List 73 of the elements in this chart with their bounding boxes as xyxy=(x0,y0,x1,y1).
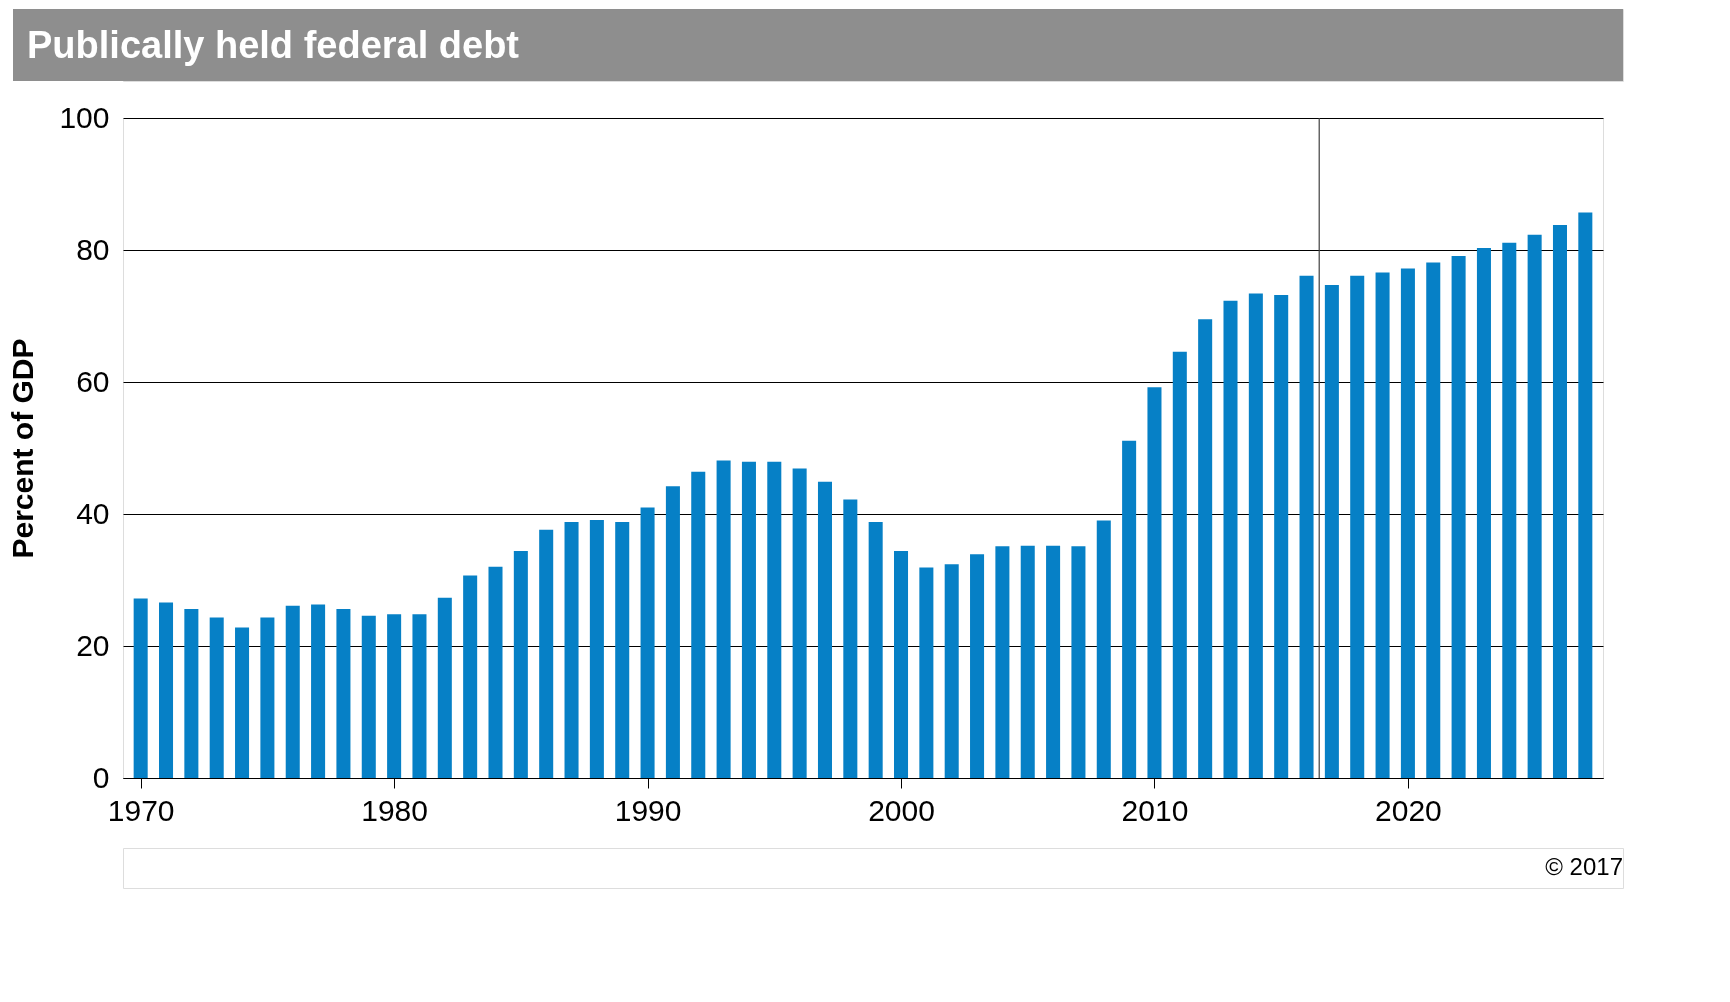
bar xyxy=(1451,255,1466,778)
bar xyxy=(767,461,782,778)
bar xyxy=(640,507,655,778)
bar xyxy=(970,554,985,778)
y-tick-label: 0 xyxy=(92,760,110,794)
bar xyxy=(691,471,706,778)
x-tick-label: 2020 xyxy=(1375,793,1442,827)
bar xyxy=(260,617,275,778)
bar xyxy=(1375,272,1390,778)
bar xyxy=(894,550,909,778)
bar xyxy=(513,550,528,778)
bar xyxy=(1147,387,1162,778)
x-tick-label: 2000 xyxy=(868,793,935,827)
bar xyxy=(1020,545,1035,778)
bar xyxy=(868,521,883,778)
bar xyxy=(919,567,934,778)
bar xyxy=(615,521,630,778)
y-tick-label: 100 xyxy=(59,100,110,134)
bar xyxy=(817,481,832,778)
bar xyxy=(1552,224,1567,778)
y-tick-label: 40 xyxy=(76,496,110,530)
bar xyxy=(412,614,427,778)
y-axis-title: Percent of GDP xyxy=(6,338,40,559)
bar xyxy=(336,609,351,778)
bar xyxy=(1578,212,1593,778)
bar xyxy=(589,519,604,778)
bar xyxy=(1198,319,1213,778)
bar xyxy=(1502,242,1517,778)
bar xyxy=(1122,440,1137,778)
bar xyxy=(716,460,731,778)
y-tick-label: 60 xyxy=(76,364,110,398)
bar xyxy=(843,499,858,778)
text: © 2017 xyxy=(1545,853,1623,880)
bar xyxy=(1096,520,1111,778)
y-tick-label: 80 xyxy=(76,232,110,266)
bar xyxy=(159,602,174,778)
bar xyxy=(944,564,959,778)
bar xyxy=(209,617,224,778)
y-tick-label: 20 xyxy=(76,628,110,662)
bar xyxy=(564,521,579,778)
bar xyxy=(285,605,300,778)
bar xyxy=(1046,545,1061,778)
bar xyxy=(1350,275,1365,778)
bar xyxy=(1299,275,1314,778)
bar xyxy=(1223,300,1238,778)
bar xyxy=(1426,262,1441,778)
bar xyxy=(235,627,250,778)
bar xyxy=(1400,268,1415,778)
bar xyxy=(361,615,376,778)
bar xyxy=(311,604,326,778)
chart-title: Publically held federal debt xyxy=(27,24,520,66)
bar xyxy=(1071,546,1086,778)
x-tick-label: 1970 xyxy=(107,793,175,827)
bar xyxy=(437,597,452,778)
bar xyxy=(741,461,756,778)
bar xyxy=(184,609,199,778)
x-tick-label: 2010 xyxy=(1121,793,1189,827)
bar xyxy=(463,575,478,778)
bar xyxy=(792,468,807,778)
x-tick-label: 1990 xyxy=(614,793,682,827)
x-tick-label: 1980 xyxy=(361,793,428,827)
bar xyxy=(133,598,148,778)
bar xyxy=(995,546,1010,778)
bar xyxy=(665,486,680,778)
bar xyxy=(488,566,503,778)
bar xyxy=(387,614,402,778)
bar xyxy=(1248,293,1263,778)
bar xyxy=(1476,248,1491,778)
bar xyxy=(1527,234,1542,778)
bar xyxy=(1274,294,1289,778)
bar xyxy=(1172,351,1187,778)
bar xyxy=(539,529,554,778)
bar xyxy=(1324,284,1339,778)
